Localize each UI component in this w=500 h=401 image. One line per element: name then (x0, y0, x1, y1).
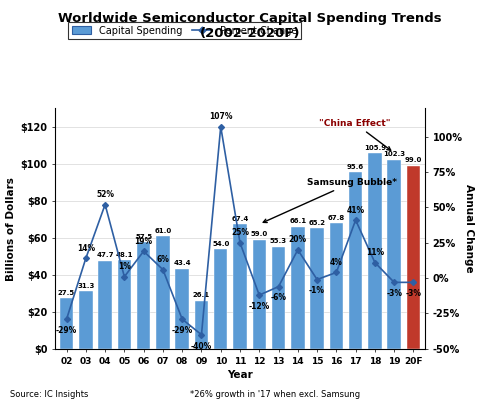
Text: -3%: -3% (406, 289, 421, 298)
Text: "China Effect": "China Effect" (319, 119, 390, 150)
Text: 105.9: 105.9 (364, 145, 386, 151)
Bar (349, 172, 362, 349)
Text: -6%: -6% (270, 294, 286, 302)
Text: 107%: 107% (209, 112, 233, 121)
Bar (291, 227, 304, 349)
Text: 61.0: 61.0 (154, 228, 172, 234)
Text: 31.3: 31.3 (77, 283, 94, 289)
Text: -1%: -1% (309, 286, 325, 296)
Text: 4%: 4% (330, 258, 343, 267)
Bar (234, 224, 246, 349)
Text: 6%: 6% (156, 255, 170, 264)
Text: -12%: -12% (248, 302, 270, 311)
Text: Source: IC Insights: Source: IC Insights (10, 390, 88, 399)
Bar (252, 240, 266, 349)
Bar (137, 243, 150, 349)
Text: 65.2: 65.2 (308, 220, 326, 226)
Bar (176, 269, 189, 349)
Bar (368, 153, 382, 349)
Bar (194, 301, 208, 349)
X-axis label: Year: Year (227, 370, 253, 380)
Text: -29%: -29% (172, 326, 193, 335)
Bar (98, 261, 112, 349)
Text: 99.0: 99.0 (405, 158, 422, 164)
Text: 52%: 52% (96, 190, 114, 199)
Text: 67.4: 67.4 (232, 216, 248, 222)
Text: 57.5: 57.5 (135, 234, 152, 240)
Text: 14%: 14% (77, 244, 95, 253)
Text: 41%: 41% (346, 206, 364, 215)
Text: -29%: -29% (56, 326, 77, 335)
Legend: Capital Spending, Percent Change: Capital Spending, Percent Change (68, 22, 301, 39)
Bar (388, 160, 401, 349)
Bar (310, 228, 324, 349)
Text: 102.3: 102.3 (383, 151, 405, 157)
Bar (79, 291, 92, 349)
Text: -3%: -3% (386, 289, 402, 298)
Text: 54.0: 54.0 (212, 241, 230, 247)
Text: 25%: 25% (231, 228, 249, 237)
Bar (272, 247, 285, 349)
Text: 47.7: 47.7 (96, 252, 114, 258)
Text: 95.6: 95.6 (347, 164, 364, 170)
Bar (156, 236, 170, 349)
Bar (406, 166, 420, 349)
Text: 59.0: 59.0 (250, 231, 268, 237)
Text: *26% growth in '17 when excl. Samsung: *26% growth in '17 when excl. Samsung (190, 390, 360, 399)
Bar (60, 298, 74, 349)
Text: 66.1: 66.1 (289, 218, 306, 224)
Bar (118, 260, 131, 349)
Text: 26.1: 26.1 (193, 292, 210, 298)
Text: 67.8: 67.8 (328, 215, 345, 221)
Text: 55.3: 55.3 (270, 238, 287, 244)
Text: 27.5: 27.5 (58, 290, 75, 296)
Text: -40%: -40% (191, 342, 212, 350)
Text: 1%: 1% (118, 262, 131, 271)
Text: 11%: 11% (366, 248, 384, 257)
Y-axis label: Annual Change: Annual Change (464, 184, 474, 273)
Text: 43.4: 43.4 (174, 260, 191, 266)
Text: Worldwide Semiconductor Capital Spending Trends
(2002-2020F): Worldwide Semiconductor Capital Spending… (58, 12, 442, 40)
Bar (214, 249, 228, 349)
Y-axis label: Billions of Dollars: Billions of Dollars (6, 176, 16, 281)
Text: 19%: 19% (134, 237, 152, 246)
Text: 20%: 20% (289, 235, 307, 244)
Text: Samsung Bubble*: Samsung Bubble* (263, 178, 398, 223)
Text: 48.1: 48.1 (116, 251, 133, 257)
Bar (330, 223, 343, 349)
